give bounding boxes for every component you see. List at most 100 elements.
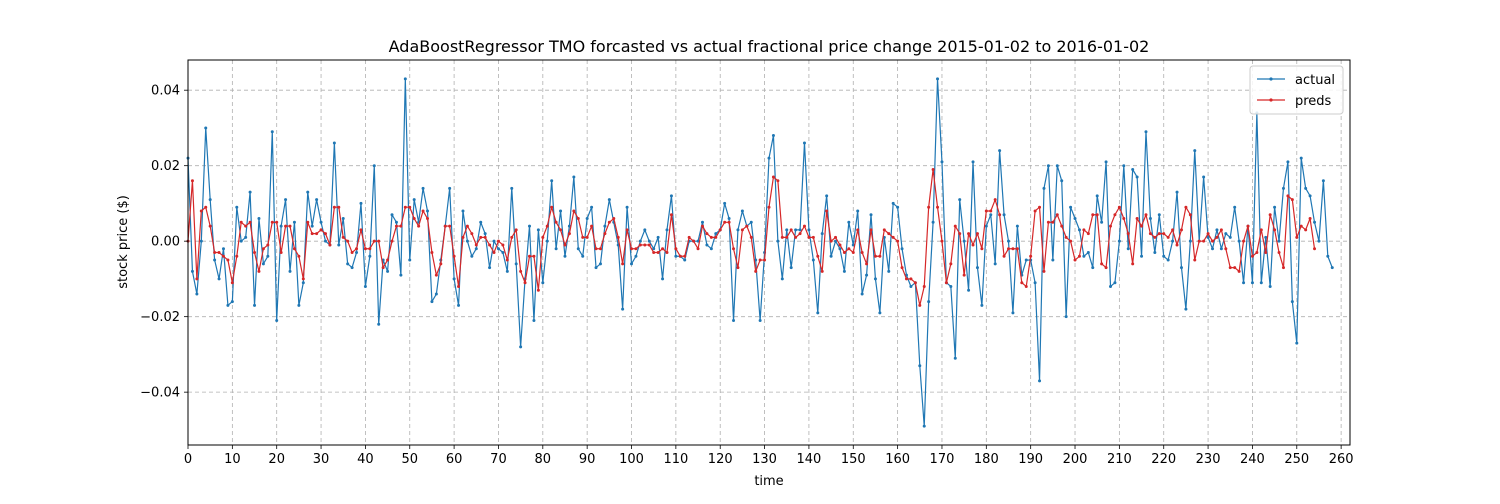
x-tick-label: 130 [752, 452, 777, 467]
x-tick-label: 50 [401, 452, 418, 467]
data-point-preds [754, 269, 758, 273]
data-point-preds [967, 232, 971, 236]
data-point-preds [554, 220, 558, 224]
x-tick-label: 80 [535, 452, 552, 467]
data-point-preds [421, 209, 425, 213]
data-point-actual [1069, 205, 1073, 209]
data-point-preds [386, 258, 390, 262]
data-point-actual [332, 141, 336, 145]
data-point-actual [780, 277, 784, 281]
data-point-actual [776, 239, 780, 243]
data-point-preds [545, 224, 549, 228]
data-point-preds [1295, 235, 1299, 239]
data-point-actual [829, 254, 833, 258]
data-point-preds [1228, 266, 1232, 270]
data-point-preds [1153, 235, 1157, 239]
data-point-preds [452, 254, 456, 258]
data-point-actual [1304, 186, 1308, 190]
data-point-preds [394, 224, 398, 228]
data-point-preds [204, 205, 208, 209]
data-point-preds [266, 243, 270, 247]
data-point-actual [297, 303, 301, 307]
data-point-preds [1175, 243, 1179, 247]
data-point-preds [1264, 251, 1268, 254]
data-point-actual [208, 198, 212, 202]
data-point-preds [363, 247, 367, 251]
data-point-preds [315, 232, 319, 236]
data-point-actual [1268, 284, 1272, 288]
data-point-actual [625, 205, 629, 209]
data-point-actual [1011, 311, 1015, 315]
data-point-actual [554, 247, 558, 251]
data-point-preds [505, 258, 509, 262]
data-point-preds [1237, 269, 1241, 273]
data-point-preds [1215, 235, 1219, 239]
data-point-actual [802, 141, 806, 145]
data-point-preds [319, 228, 323, 232]
data-point-actual [656, 235, 660, 239]
data-point-actual [598, 262, 602, 266]
grid [187, 60, 1350, 445]
data-point-actual [820, 232, 824, 236]
data-point-preds [417, 224, 421, 228]
y-tick-label: 0.00 [151, 235, 180, 250]
data-point-preds [1042, 269, 1046, 273]
data-point-actual [900, 247, 904, 251]
data-point-actual [528, 224, 531, 228]
data-point-preds [975, 232, 979, 236]
data-point-preds [470, 232, 474, 236]
data-point-preds [355, 247, 359, 251]
data-point-preds [630, 247, 634, 251]
data-point-preds [989, 209, 993, 213]
data-point-preds [847, 247, 851, 251]
data-point-actual [448, 186, 452, 190]
data-point-actual [581, 254, 585, 258]
data-point-preds [700, 224, 704, 228]
data-point-actual [239, 239, 243, 243]
data-point-actual [807, 228, 811, 232]
data-point-preds [900, 266, 904, 270]
legend-label-actual: actual [1295, 73, 1335, 88]
data-point-actual [483, 232, 487, 236]
data-point-preds [661, 247, 665, 251]
plot-area-frame [187, 59, 1351, 446]
data-point-preds [829, 239, 833, 243]
data-point-actual [261, 262, 265, 266]
data-point-actual [842, 269, 846, 273]
data-point-preds [359, 228, 363, 232]
data-point-actual [891, 201, 895, 205]
data-point-actual [1148, 217, 1152, 221]
data-point-actual [1188, 239, 1192, 243]
data-point-actual [1224, 232, 1228, 236]
data-point-actual [372, 164, 376, 168]
data-point-preds [492, 251, 496, 254]
data-point-preds [590, 224, 594, 228]
data-point-preds [559, 228, 563, 232]
data-point-preds [275, 220, 279, 224]
data-point-actual [1055, 164, 1059, 168]
data-point-preds [798, 232, 802, 236]
data-point-actual [590, 205, 594, 209]
data-point-actual [452, 277, 456, 281]
x-tick-label: 250 [1284, 452, 1309, 467]
data-point-preds [257, 269, 261, 273]
data-point-actual [394, 220, 398, 224]
data-point-actual [346, 262, 350, 266]
data-point-actual [918, 364, 922, 368]
data-point-preds [1126, 232, 1130, 236]
data-point-actual [386, 269, 390, 273]
data-point-preds [1051, 220, 1055, 224]
data-point-actual [1233, 205, 1237, 209]
data-point-preds [208, 224, 212, 228]
data-point-actual [319, 220, 323, 224]
data-point-actual [505, 269, 509, 273]
data-point-preds [1193, 258, 1197, 262]
data-point-actual [1264, 235, 1268, 239]
data-point-preds [1046, 220, 1050, 224]
data-point-preds [226, 258, 230, 262]
data-point-preds [572, 209, 576, 213]
data-point-actual [798, 228, 802, 232]
data-point-preds [332, 205, 336, 209]
legend-label-preds: preds [1295, 94, 1332, 109]
data-point-actual [683, 258, 687, 262]
